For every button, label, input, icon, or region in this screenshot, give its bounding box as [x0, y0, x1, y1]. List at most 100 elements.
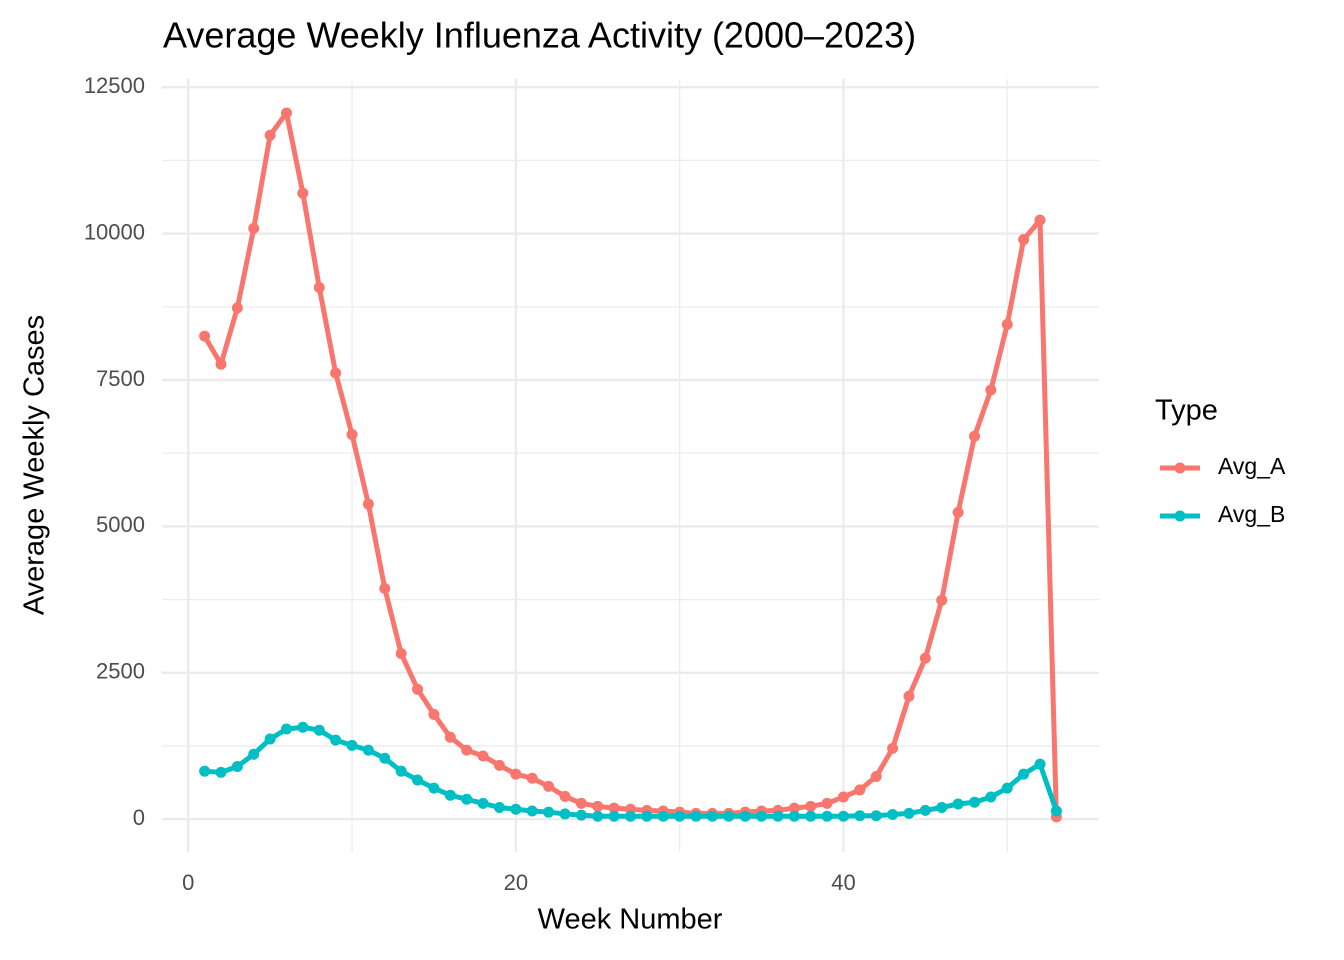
data-point [362, 498, 374, 510]
data-point [559, 790, 571, 802]
data-point [215, 766, 227, 778]
data-point [543, 806, 555, 818]
data-point [199, 765, 211, 777]
data-point [1018, 233, 1030, 245]
data-point [362, 744, 374, 756]
data-point [330, 367, 342, 379]
chart-title: Average Weekly Influenza Activity (2000–… [163, 15, 916, 56]
data-point [1050, 805, 1062, 817]
data-point [297, 187, 309, 199]
data-point [706, 810, 718, 822]
data-point [493, 801, 505, 813]
data-point [969, 430, 981, 442]
data-point [936, 801, 948, 813]
data-point [739, 810, 751, 822]
data-point [919, 804, 931, 816]
data-point [379, 582, 391, 594]
data-point [280, 723, 292, 735]
data-point [592, 810, 604, 822]
data-point [493, 759, 505, 771]
series-line [202, 110, 1059, 817]
data-point [199, 330, 211, 342]
data-point [952, 798, 964, 810]
data-point [297, 721, 309, 733]
data-point [870, 770, 882, 782]
data-point [313, 724, 325, 736]
data-point [903, 807, 915, 819]
data-point [346, 739, 358, 751]
data-point [1001, 782, 1013, 794]
data-point [313, 281, 325, 293]
data-point [575, 797, 587, 809]
data-point [395, 765, 407, 777]
data-point [952, 506, 964, 518]
data-point [248, 222, 260, 234]
data-point [936, 594, 948, 606]
data-point [919, 652, 931, 664]
data-point [215, 358, 227, 370]
data-point [1001, 318, 1013, 330]
data-point [461, 744, 473, 756]
y-tick-label: 5000 [96, 512, 145, 537]
data-point [805, 810, 817, 822]
data-point [346, 428, 358, 440]
data-point [477, 797, 489, 809]
data-point [657, 810, 669, 822]
data-point [264, 129, 276, 141]
data-point [821, 810, 833, 822]
y-tick-label: 12500 [84, 73, 145, 98]
data-point [559, 808, 571, 820]
x-axis-label: Week Number [538, 904, 723, 936]
data-point [1034, 758, 1046, 770]
data-point [477, 750, 489, 762]
data-point [887, 742, 899, 754]
data-point [592, 800, 604, 812]
data-point [887, 809, 899, 821]
y-axis-label: Average Weekly Cases [19, 315, 51, 615]
data-point [379, 752, 391, 764]
y-tick-label: 0 [133, 805, 145, 830]
y-tick-label: 2500 [96, 659, 145, 684]
data-point [985, 791, 997, 803]
data-point [428, 782, 440, 794]
data-point [428, 708, 440, 720]
legend-label: Avg_B [1218, 501, 1285, 527]
y-tick-label: 10000 [84, 219, 145, 244]
data-point [412, 683, 424, 695]
data-point [625, 810, 636, 822]
data-point [461, 793, 473, 805]
data-point [854, 810, 866, 822]
legend-label: Avg_A [1218, 453, 1286, 479]
data-point [969, 796, 981, 808]
data-point [231, 302, 243, 314]
data-point [641, 810, 653, 822]
data-point [444, 789, 456, 801]
data-point [543, 780, 555, 792]
data-point [837, 791, 849, 803]
data-point [788, 810, 800, 822]
data-point [821, 797, 833, 809]
data-point [330, 734, 342, 746]
data-point [264, 733, 276, 745]
data-point [608, 802, 620, 814]
x-tick-label: 40 [831, 870, 855, 895]
data-point [723, 810, 735, 822]
data-point [510, 803, 522, 815]
data-point [231, 761, 243, 773]
legend-key-point [1174, 462, 1186, 474]
data-point [690, 810, 702, 822]
data-point [1034, 214, 1046, 226]
data-point [870, 810, 882, 822]
data-point [575, 809, 587, 821]
data-point [526, 805, 538, 817]
data-point [674, 810, 686, 822]
legend-key-point [1174, 510, 1186, 522]
data-point [788, 802, 800, 814]
data-point [444, 731, 456, 743]
data-point [412, 774, 424, 786]
data-point [395, 647, 407, 659]
data-point [510, 768, 522, 780]
data-point [772, 810, 784, 822]
data-point [526, 772, 538, 784]
